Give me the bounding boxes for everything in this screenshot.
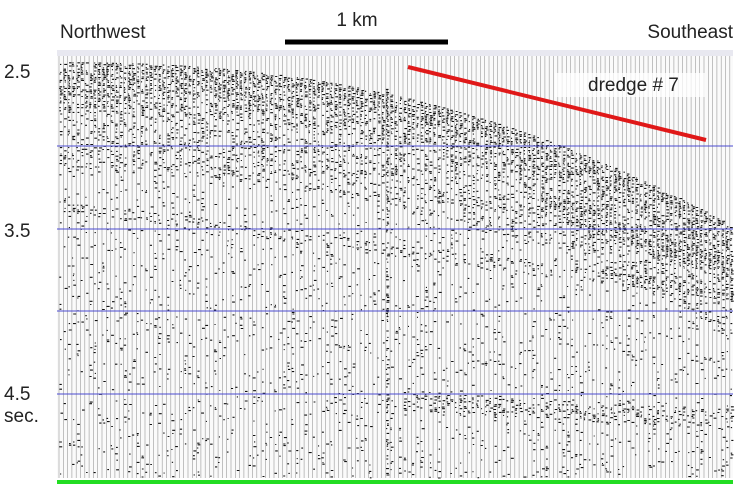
axis-label: 2.5 [4, 62, 30, 83]
axis-unit: sec. [4, 406, 39, 427]
scale-label: 1 km [336, 10, 377, 31]
axis-label: 4.5 [4, 384, 30, 405]
seismic-figure: Northwest 1 km Southeast dredge # 7 2.5 … [0, 0, 737, 485]
page: {"header": {"left": "Northwest", "scale"… [0, 0, 737, 490]
direction-label: Southeast [647, 22, 733, 43]
axis-label: 3.5 [4, 221, 30, 242]
direction-label: Northwest [60, 22, 146, 43]
annotation: dredge # 7 [588, 75, 679, 96]
profile-area [57, 50, 733, 478]
shotpoint-header [57, 50, 733, 56]
